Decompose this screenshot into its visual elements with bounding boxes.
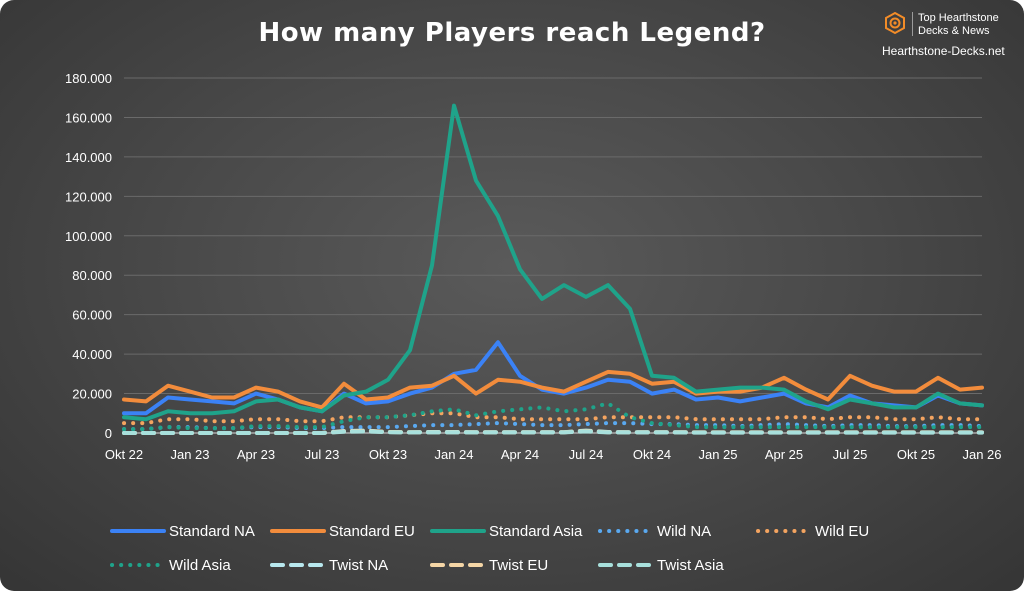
y-tick-label: 20.000 <box>72 387 112 402</box>
x-tick-label: Apr 23 <box>237 447 275 462</box>
legend-label-standard-asia: Standard Asia <box>489 523 583 540</box>
x-tick-label: Jan 24 <box>434 447 473 462</box>
x-tick-label: Apr 24 <box>501 447 539 462</box>
x-tick-label: Okt 22 <box>105 447 143 462</box>
legend-label-wild-asia: Wild Asia <box>169 557 231 574</box>
y-tick-label: 0 <box>105 426 112 441</box>
x-tick-label: Jan 26 <box>962 447 1001 462</box>
y-tick-label: 80.000 <box>72 268 112 283</box>
y-tick-label: 100.000 <box>65 229 112 244</box>
legend-label-twist-asia: Twist Asia <box>657 557 724 574</box>
x-tick-label: Okt 23 <box>369 447 407 462</box>
x-tick-label: Jan 25 <box>698 447 737 462</box>
y-tick-label: 40.000 <box>72 347 112 362</box>
legend-label-twist-na: Twist NA <box>329 557 388 574</box>
x-tick-label: Jul 25 <box>833 447 868 462</box>
brand-line2: Decks & News <box>918 25 990 37</box>
brand-url[interactable]: Hearthstone-Decks.net <box>882 44 1005 58</box>
brand-line1: Top Hearthstone <box>918 12 999 24</box>
series-line-standard-eu <box>122 369 984 410</box>
legend-label-wild-na: Wild NA <box>657 523 711 540</box>
x-tick-label: Okt 25 <box>897 447 935 462</box>
series-line-twist-asia <box>122 429 984 435</box>
x-tick-label: Apr 25 <box>765 447 803 462</box>
y-tick-label: 160.000 <box>65 110 112 125</box>
x-tick-label: Jul 23 <box>305 447 340 462</box>
y-tick-label: 140.000 <box>65 150 112 165</box>
x-tick-label: Jan 23 <box>170 447 209 462</box>
x-tick-label: Okt 24 <box>633 447 671 462</box>
series-line-wild-eu <box>122 411 984 426</box>
series-line-standard-asia <box>122 103 984 422</box>
legend-label-standard-eu: Standard EU <box>329 523 415 540</box>
legend-label-wild-eu: Wild EU <box>815 523 869 540</box>
x-tick-label: Jul 24 <box>569 447 604 462</box>
y-tick-label: 120.000 <box>65 189 112 204</box>
chart-title: How many Players reach Legend? <box>258 18 766 48</box>
brand-logo[interactable]: Top Hearthstone Decks & News Hearthstone… <box>880 8 1016 58</box>
y-tick-label: 180.000 <box>65 71 112 86</box>
y-tick-label: 60.000 <box>72 308 112 323</box>
hearthstone-logo-icon <box>885 12 905 34</box>
legend-label-standard-na: Standard NA <box>169 523 255 540</box>
series-line-wild-na <box>122 421 984 432</box>
logo-divider <box>912 12 913 36</box>
legend-label-twist-eu: Twist EU <box>489 557 548 574</box>
